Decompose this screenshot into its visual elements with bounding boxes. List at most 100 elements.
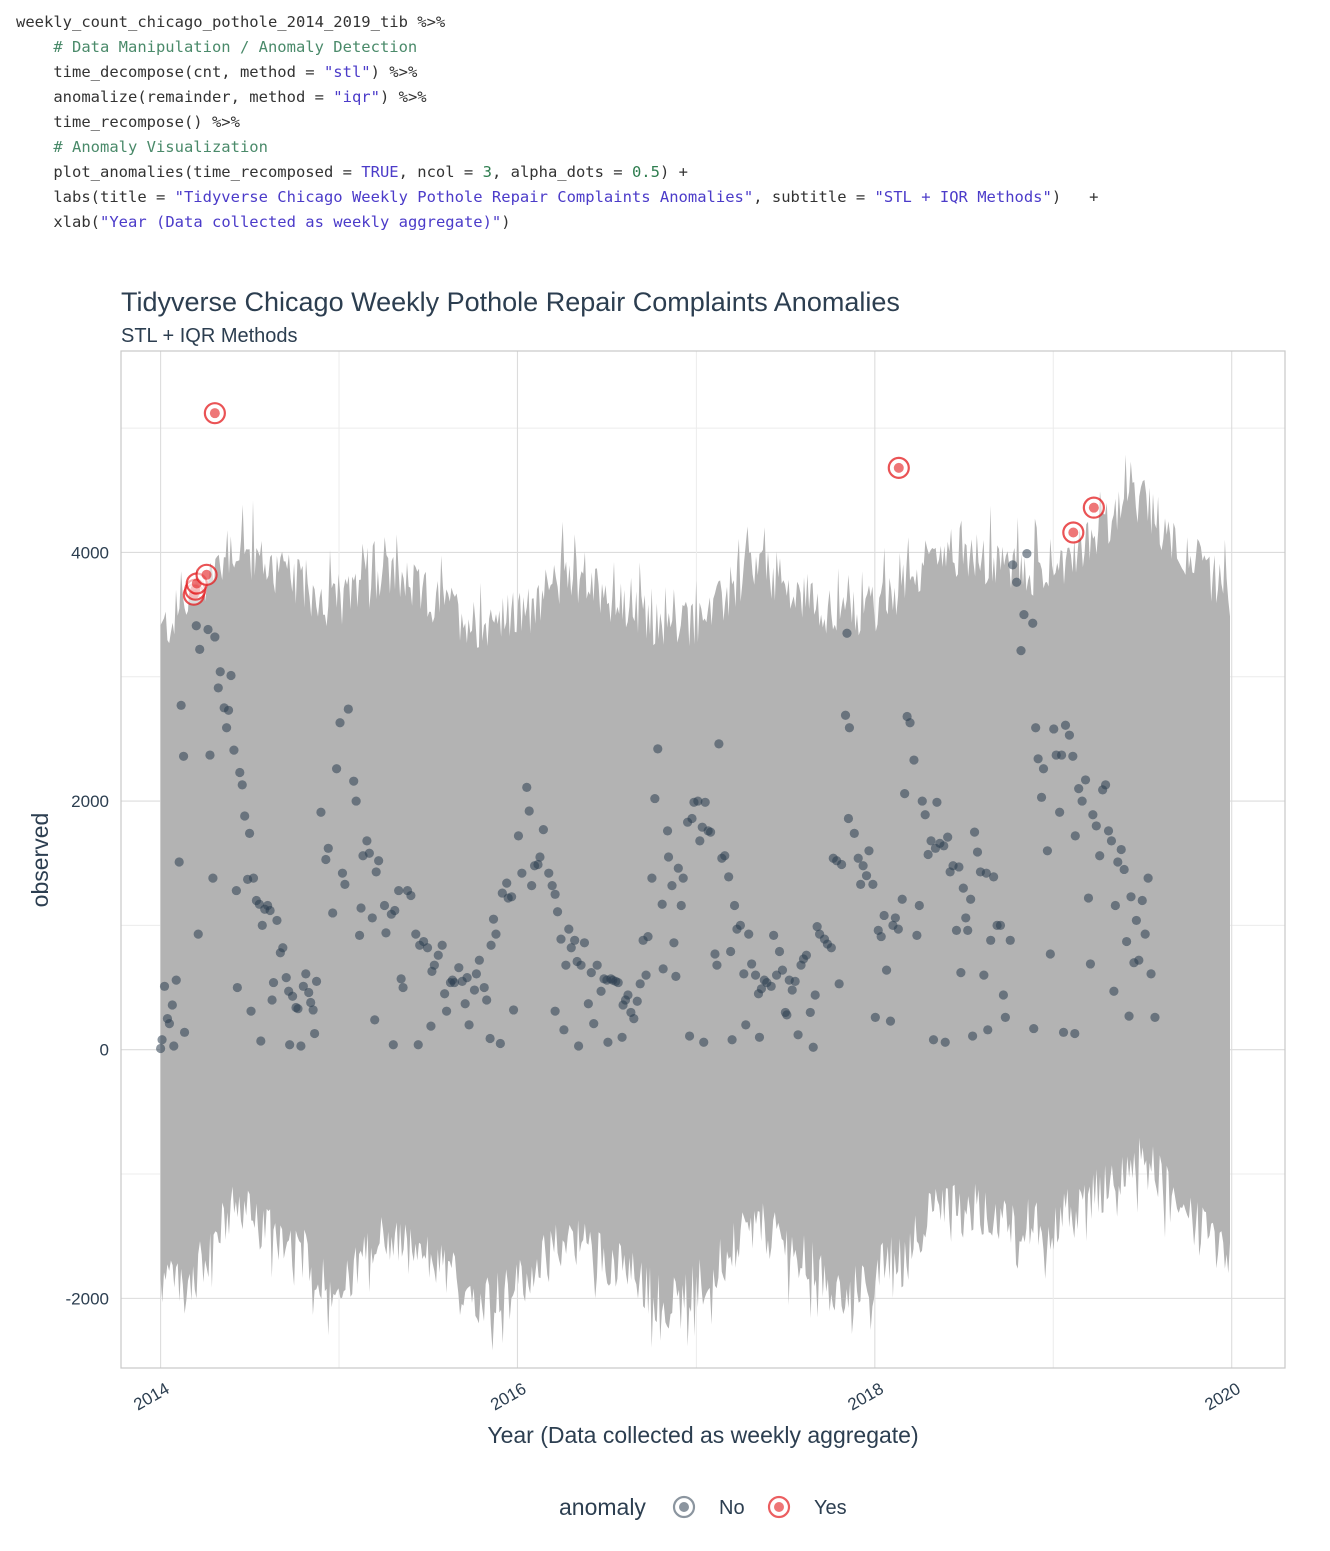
observed-point <box>213 683 223 693</box>
observed-point <box>1005 935 1015 945</box>
legend: anomaly No Yes <box>559 1494 847 1520</box>
observed-point <box>576 960 586 970</box>
observed-point <box>1103 826 1114 836</box>
observed-point <box>712 960 722 970</box>
observed-point <box>695 836 705 846</box>
observed-point <box>507 892 517 902</box>
observed-point <box>885 1016 896 1026</box>
observed-point <box>223 705 234 715</box>
observed-point <box>741 1020 751 1030</box>
observed-point <box>635 979 645 989</box>
observed-point <box>281 973 291 983</box>
observed-point <box>550 889 560 899</box>
observed-point <box>808 1042 818 1052</box>
code-token: xlab( <box>16 213 100 231</box>
observed-point <box>735 920 745 930</box>
observed-point <box>169 1041 179 1051</box>
observed-point <box>331 764 342 774</box>
observed-point <box>454 963 464 973</box>
observed-point <box>437 940 447 950</box>
observed-point <box>603 1037 613 1047</box>
observed-point <box>932 797 942 807</box>
observed-point <box>396 974 406 984</box>
observed-point <box>979 970 989 980</box>
observed-point <box>538 825 548 835</box>
observed-point <box>167 1000 177 1010</box>
observed-point <box>256 1036 266 1046</box>
observed-point <box>471 969 482 979</box>
observed-point <box>658 964 668 974</box>
observed-point <box>641 970 651 980</box>
observed-point <box>840 710 851 720</box>
observed-point <box>1019 609 1029 620</box>
observed-point <box>159 981 170 991</box>
observed-point <box>897 894 907 904</box>
observed-point <box>215 667 225 677</box>
observed-point <box>316 807 326 817</box>
observed-point <box>923 849 933 860</box>
observed-point <box>1150 1012 1160 1022</box>
observed-point <box>586 968 596 978</box>
observed-point <box>1080 775 1091 785</box>
observed-point <box>522 782 532 792</box>
code-token: ) + <box>659 163 688 181</box>
observed-point <box>579 938 590 948</box>
observed-point <box>298 981 308 991</box>
observed-point <box>474 955 484 965</box>
anomaly-point <box>1088 502 1099 513</box>
observed-point <box>433 950 443 960</box>
observed-point <box>1100 780 1111 790</box>
observed-point <box>462 973 472 983</box>
observed-point <box>311 976 322 986</box>
observed-point <box>485 1033 495 1044</box>
observed-point <box>969 827 980 837</box>
observed-point <box>527 881 537 891</box>
observed-point <box>900 789 910 799</box>
observed-point <box>989 872 999 882</box>
observed-point <box>844 723 855 733</box>
observed-point <box>195 644 205 654</box>
observed-point <box>926 836 936 846</box>
observed-point <box>449 977 460 988</box>
code-token: weekly_count_chicago_pothole_2014_2019_t… <box>16 13 446 31</box>
anomaly-point <box>1068 527 1079 538</box>
observed-point <box>272 915 282 926</box>
observed-point <box>943 832 953 842</box>
observed-point <box>972 847 983 857</box>
observed-point <box>826 943 836 953</box>
observed-point <box>371 867 381 877</box>
observed-point <box>756 984 767 994</box>
observed-point <box>343 704 353 714</box>
observed-point <box>843 813 854 824</box>
code-token: 0.5 <box>631 163 660 181</box>
x-axis-ticks: 2014 2016 2018 2020 <box>130 1379 1243 1414</box>
observed-point <box>963 925 973 935</box>
observed-point <box>1049 724 1059 734</box>
observed-point <box>890 913 900 923</box>
observed-point <box>876 931 886 942</box>
code-line: time_decompose(cnt, method = "stl") %>% <box>16 60 1099 85</box>
observed-point <box>533 859 543 870</box>
observed-point <box>1028 618 1038 628</box>
observed-point <box>205 750 215 760</box>
observed-point <box>861 871 872 881</box>
observed-point <box>1119 864 1129 875</box>
code-line: labs(title = "Tidyverse Chicago Weekly P… <box>16 185 1098 210</box>
observed-point <box>613 977 623 988</box>
observed-point <box>782 1010 792 1020</box>
observed-point <box>328 908 338 918</box>
code-line: # Data Manipulation / Anomaly Detection <box>16 35 1099 60</box>
observed-point <box>321 854 331 865</box>
observed-point <box>559 1025 569 1035</box>
observed-point <box>995 920 1006 930</box>
observed-point <box>309 1028 320 1039</box>
x-tick-label: 2014 <box>130 1379 172 1414</box>
legend-label-no: No <box>719 1497 745 1519</box>
observed-point <box>364 848 374 858</box>
observed-point <box>1095 851 1105 861</box>
code-token: "Year (Data collected as weekly aggregat… <box>100 213 502 231</box>
observed-point <box>440 989 450 999</box>
code-token: time_recompose() %>% <box>16 113 240 131</box>
observed-point <box>667 881 677 891</box>
observed-point <box>237 780 247 790</box>
